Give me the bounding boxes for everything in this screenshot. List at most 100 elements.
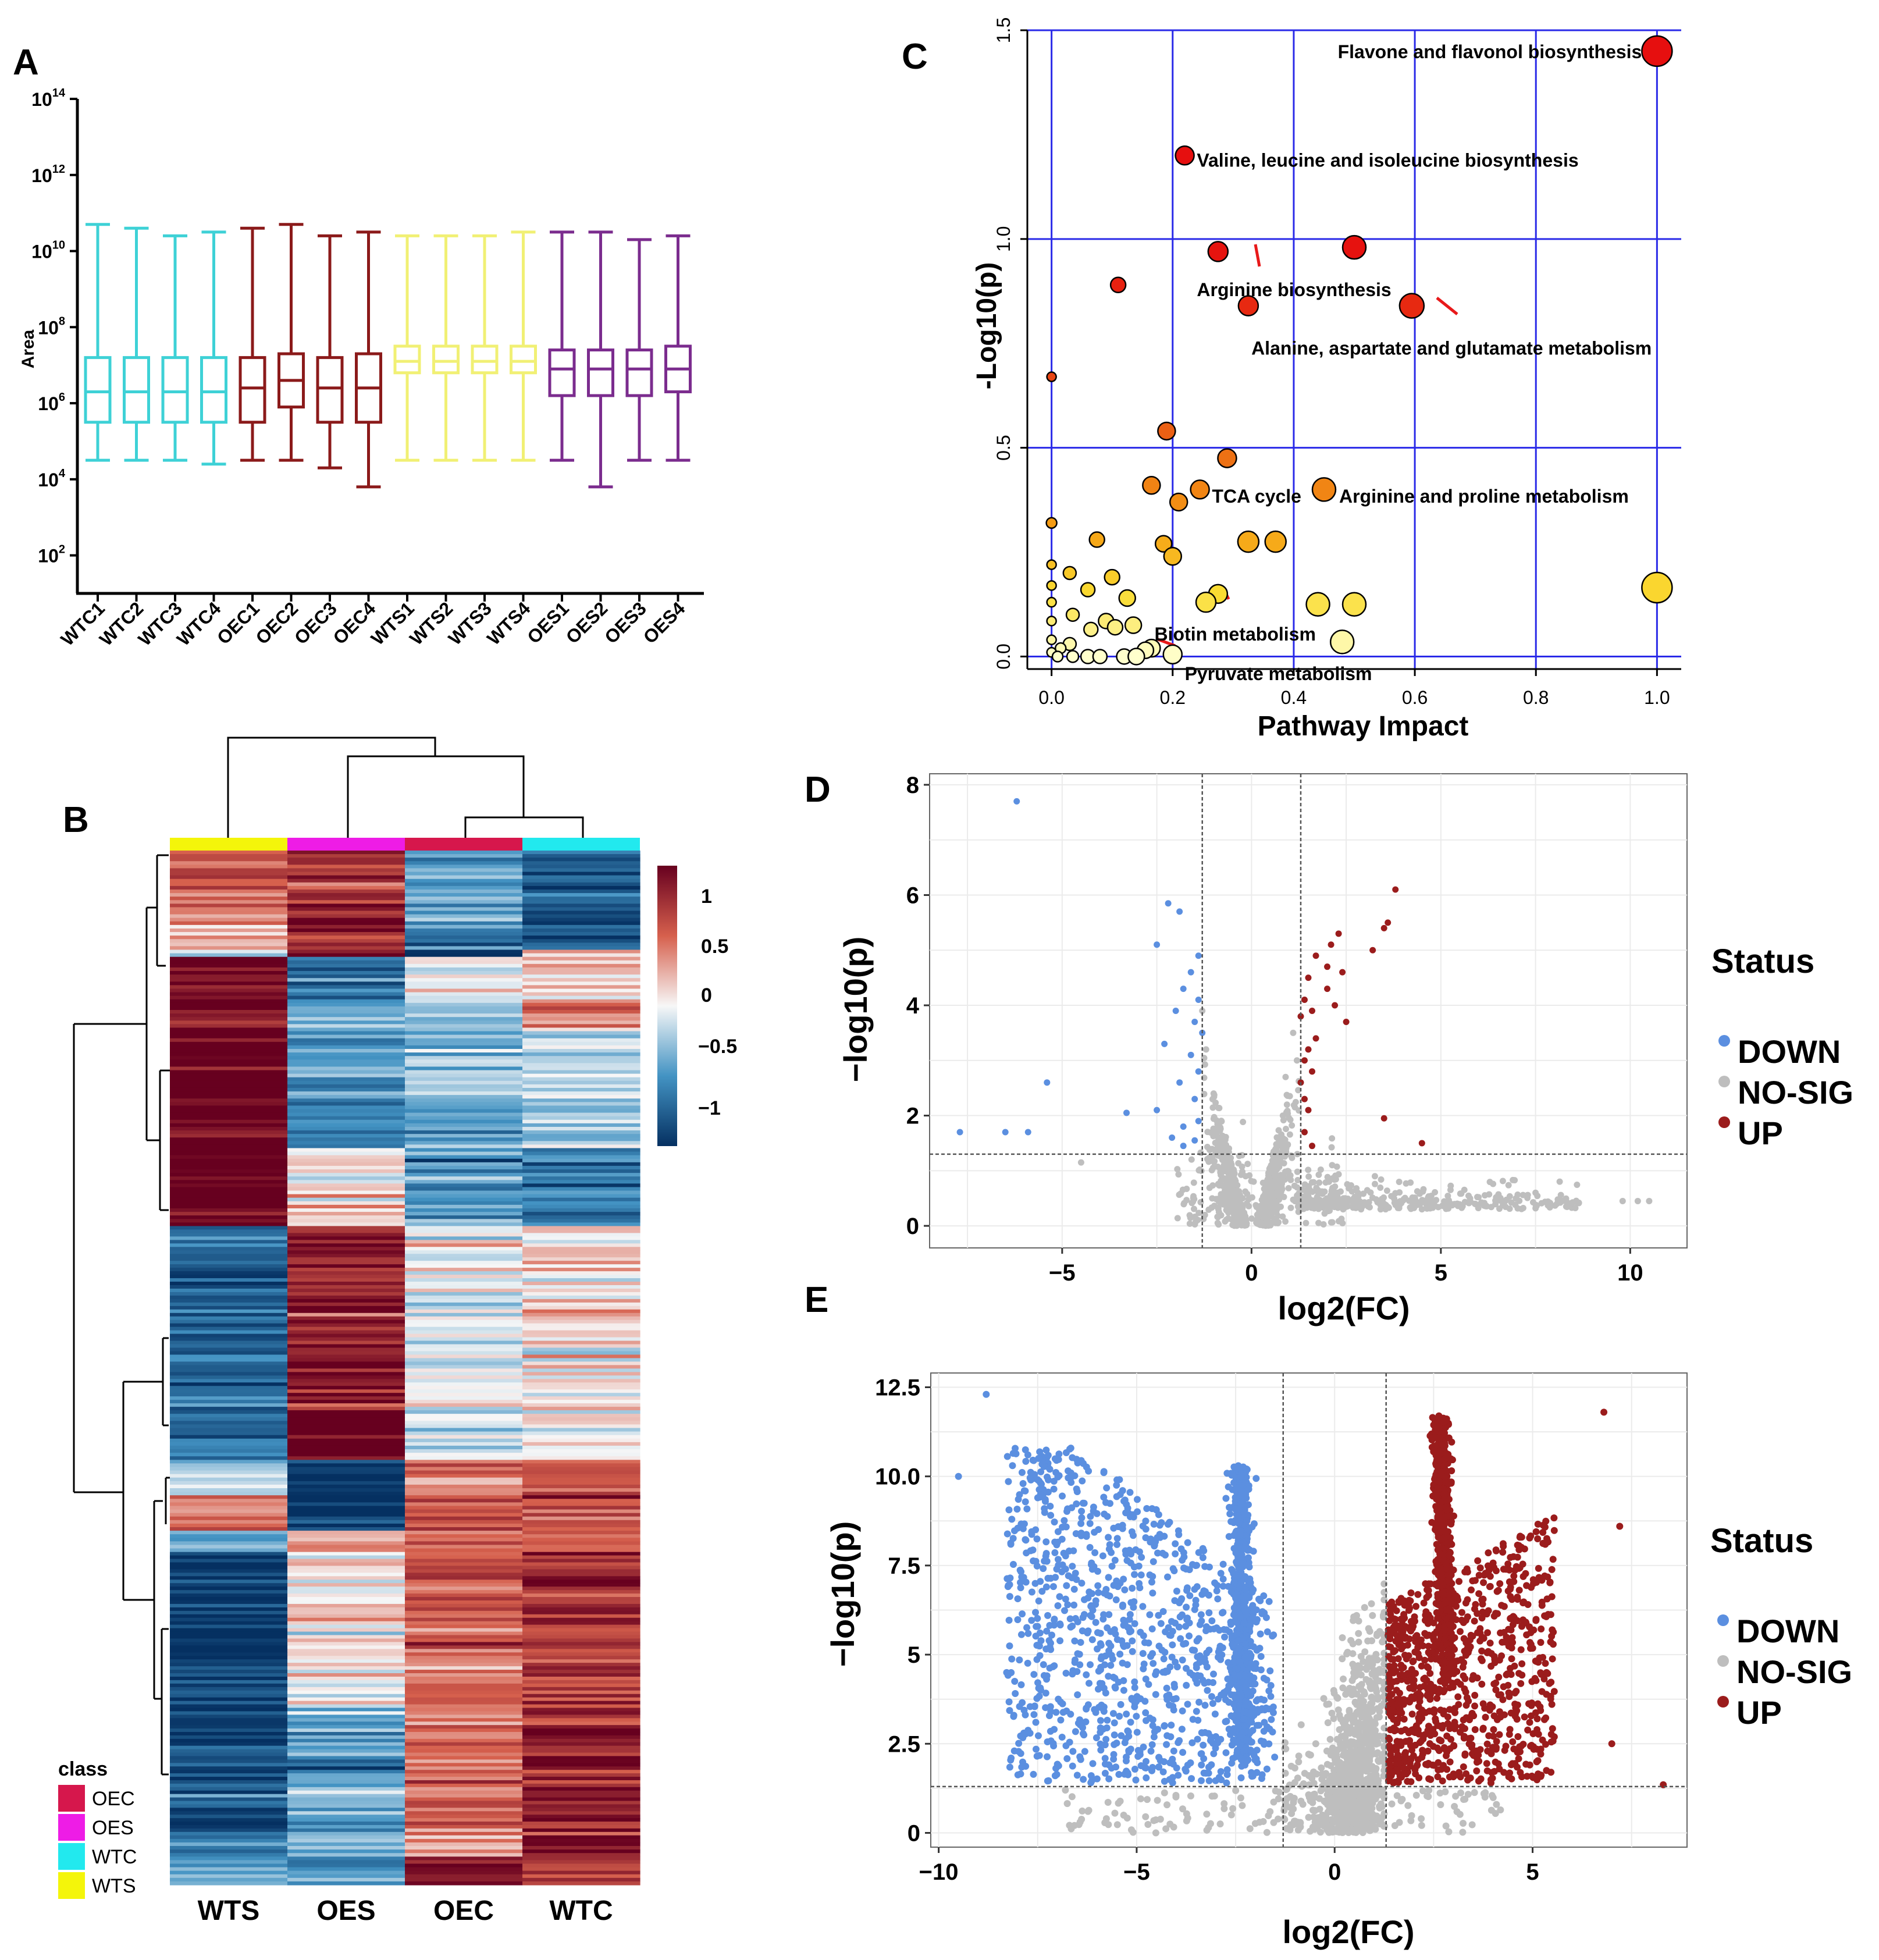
heatmap-cell [405, 1126, 523, 1131]
heatmap-cell [405, 1116, 523, 1120]
heatmap-cell [287, 1190, 405, 1195]
down-point [1036, 1652, 1044, 1659]
nosig-point [1176, 1191, 1183, 1198]
heatmap-cell [405, 1309, 523, 1314]
nosig-point [1376, 1677, 1383, 1685]
down-point [1251, 1680, 1259, 1688]
heatmap-cell [522, 1603, 640, 1608]
nosig-point [1085, 1806, 1092, 1814]
down-point [1035, 1597, 1042, 1605]
heatmap-cell [287, 903, 405, 908]
heatmap-cell [522, 1445, 640, 1450]
down-point [1134, 1753, 1142, 1760]
nosig-point [1172, 1793, 1180, 1801]
heatmap-cell [170, 1187, 288, 1191]
nosig-point [1360, 1784, 1367, 1792]
pathway-point [1195, 591, 1217, 613]
nosig-point [1210, 1090, 1217, 1097]
nosig-point [1358, 1817, 1365, 1825]
nosig-point [1346, 1197, 1353, 1204]
down-point [1191, 1095, 1198, 1102]
heatmap-column-labels: WTS OES OEC WTC [198, 1895, 613, 1926]
pathway-point [1046, 559, 1057, 570]
heatmap-cell [522, 1095, 640, 1099]
heatmap-cell [170, 1838, 288, 1843]
heatmap-cell [405, 1045, 523, 1050]
heatmap-cell [287, 1041, 405, 1046]
heatmap-cell [522, 1470, 640, 1475]
nosig-point [1340, 1675, 1347, 1682]
heatmap-cell [405, 1759, 523, 1763]
heatmap-cell [170, 1614, 288, 1618]
heatmap-cell [522, 1109, 640, 1114]
heatmap-cell [522, 1555, 640, 1560]
heatmap-cell [522, 1770, 640, 1774]
heatmap-cell [287, 1513, 405, 1517]
nosig-point [1336, 1712, 1343, 1719]
panel-label-e: E [805, 1280, 828, 1320]
down-point [1059, 1492, 1066, 1500]
heatmap-cell [170, 1400, 288, 1404]
down-point [1257, 1666, 1265, 1674]
nosig-point [1305, 1183, 1312, 1190]
heatmap-cell [405, 1365, 523, 1369]
heatmap-cell [170, 1326, 288, 1331]
heatmap-cell [287, 1219, 405, 1223]
heatmap-cell [405, 1523, 523, 1528]
heatmap-cell [522, 1538, 640, 1542]
heatmap-cell [405, 1860, 523, 1865]
down-point [1142, 1517, 1150, 1525]
heatmap-cell [170, 1410, 288, 1414]
nosig-point [1464, 1791, 1472, 1798]
heatmap-cell [522, 1323, 640, 1328]
nosig-point [1166, 1820, 1174, 1828]
heatmap-cell [287, 992, 405, 997]
heatmap-cell [287, 1358, 405, 1363]
heatmap-cell [405, 1818, 523, 1822]
heatmap-cell [405, 1721, 523, 1726]
x-tick-label: 0 [1245, 1260, 1258, 1286]
heatmap-cell [522, 1780, 640, 1784]
heatmap-cell [522, 1309, 640, 1314]
heatmap-cell [170, 1474, 288, 1478]
heatmap-cell [170, 1874, 288, 1879]
down-point [1009, 1535, 1017, 1542]
heatmap-cell [522, 1552, 640, 1556]
heatmap-cell [170, 1562, 288, 1567]
heatmap-cell [287, 1098, 405, 1102]
heatmap-cell [405, 1295, 523, 1300]
heatmap-cell [405, 1881, 523, 1886]
heatmap-cell [287, 1552, 405, 1556]
heatmap-cell [287, 928, 405, 933]
heatmap-cell [522, 1176, 640, 1180]
down-point [1257, 1630, 1264, 1638]
heatmap-cell [405, 1460, 523, 1464]
up-point [1332, 1002, 1339, 1009]
heatmap-cell [287, 1534, 405, 1538]
y-tick-base: 10 [38, 317, 59, 338]
heatmap-cell [170, 1295, 288, 1300]
heatmap-cell [522, 1410, 640, 1414]
heatmap-cell [405, 992, 523, 997]
down-point [1133, 1496, 1141, 1503]
points-d [956, 798, 1653, 1229]
heatmap-cell [287, 1123, 405, 1127]
heatmap-cell [522, 1070, 640, 1075]
nosig-point [1459, 1829, 1467, 1836]
heatmap-cell [287, 1417, 405, 1421]
down-point [1163, 1684, 1170, 1692]
heatmap-cell [170, 1456, 288, 1460]
heatmap-cell [170, 1073, 288, 1078]
heatmap-cell [287, 1375, 405, 1379]
heatmap-cell [287, 900, 405, 904]
heatmap-cell [405, 1034, 523, 1039]
down-point [1172, 1008, 1179, 1014]
nosig-point [1188, 1156, 1195, 1163]
x-tick-label-a: OES4 [639, 597, 689, 648]
heatmap-cell [522, 1393, 640, 1397]
nosig-point [1457, 1190, 1464, 1197]
nosig-point [1304, 1204, 1311, 1211]
down-point [1193, 1708, 1200, 1715]
heatmap-cell [170, 1766, 288, 1770]
heatmap-cell [522, 1187, 640, 1191]
